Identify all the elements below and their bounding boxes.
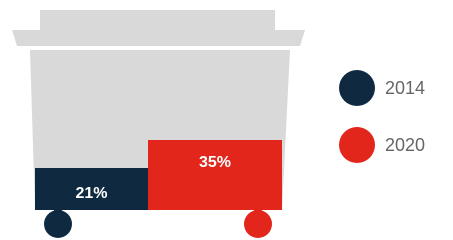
- bin-lid: [12, 30, 305, 46]
- bar: [148, 140, 282, 210]
- legend-label: 2020: [385, 135, 425, 155]
- value-label: 21%: [75, 185, 107, 202]
- legend-swatch: [339, 127, 375, 163]
- wheel: [244, 210, 272, 238]
- legend-label: 2014: [385, 78, 425, 98]
- value-label: 35%: [199, 154, 231, 171]
- legend-swatch: [339, 70, 375, 106]
- bin-handle: [40, 10, 275, 30]
- wheel: [44, 210, 72, 238]
- chart: 21% 2014 35% 2020: [0, 0, 453, 240]
